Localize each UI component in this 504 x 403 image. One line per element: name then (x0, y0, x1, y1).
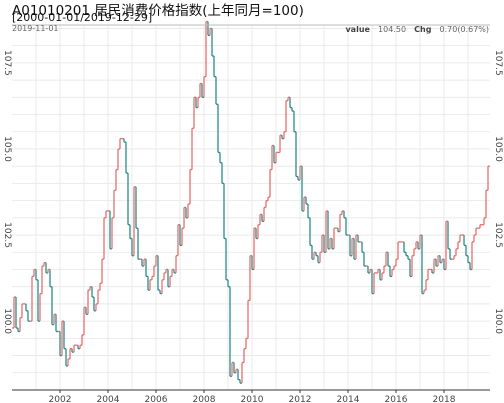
legend: value 104.50 Chg 0.70(0.67%) (345, 17, 489, 36)
x-tick-label: 2002 (49, 395, 72, 403)
y-tick-label-right: 100.0 (493, 308, 503, 334)
legend-value: 104.50 (378, 25, 406, 34)
date-label: 2019-11-01 (12, 24, 59, 33)
y-tick-label-right: 102.5 (493, 222, 503, 248)
legend-chg: 0.70(0.67%) (440, 25, 489, 34)
x-tick-label: 2014 (337, 395, 360, 403)
y-tick-labels-left: 100.0 102.5 105.0 107.5 (2, 50, 12, 334)
chart-title: A01010201 居民消费价格指数(上年同月=100) (12, 3, 304, 19)
x-tick-label: 2006 (145, 395, 168, 403)
y-tick-label-left: 107.5 (2, 50, 12, 76)
x-tick-label: 2004 (97, 395, 120, 403)
y-tick-label-left: 100.0 (2, 308, 12, 334)
y-tick-label-left: 102.5 (2, 222, 12, 248)
x-tick-labels: 2002 2004 2006 2008 2010 2012 2014 2016 2018 (49, 390, 456, 403)
x-tick-label: 2010 (241, 395, 264, 403)
y-tick-label-left: 105.0 (2, 136, 12, 162)
legend-text: value 104.50 Chg 0.70(0.67%) (345, 17, 489, 36)
series-line (12, 20, 490, 384)
x-tick-label: 2008 (193, 395, 216, 403)
legend-value-label: value (345, 25, 370, 34)
chart-date-range: [2000-01-01/2019-12-29] (12, 11, 153, 24)
plot-background (12, 25, 490, 390)
x-tick-label: 2018 (433, 395, 456, 403)
x-tick-label: 2016 (385, 395, 408, 403)
legend-chg-label: Chg (414, 25, 432, 34)
x-tick-label: 2012 (289, 395, 312, 403)
y-tick-label-right: 107.5 (493, 50, 503, 76)
y-tick-labels-right: 100.0 102.5 105.0 107.5 (493, 50, 503, 334)
y-tick-label-right: 105.0 (493, 136, 503, 162)
